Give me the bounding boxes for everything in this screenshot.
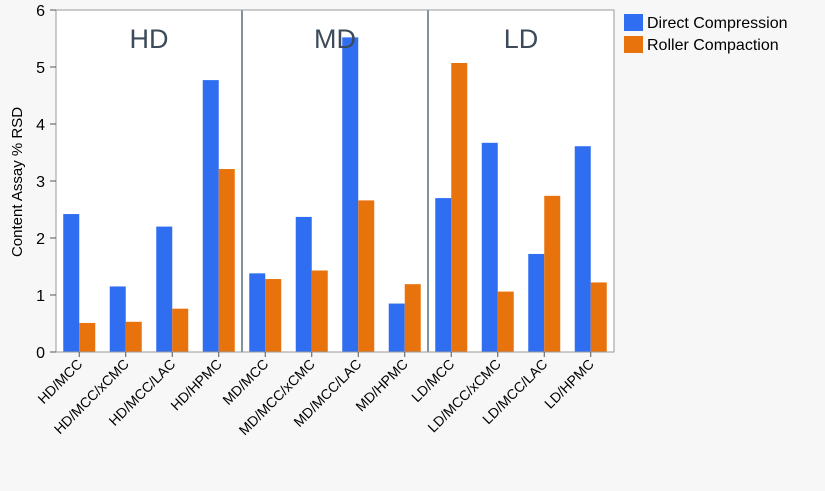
bar-roller-compaction-3 <box>172 308 189 352</box>
bar-roller-compaction-5 <box>265 279 282 352</box>
bar-direct-compression-2 <box>109 286 126 352</box>
bar-direct-compression-8 <box>388 303 405 352</box>
y-tick-label-2: 2 <box>36 231 45 248</box>
x-tick-label-4: HD/HPMC <box>167 356 225 414</box>
bar-direct-compression-4 <box>202 80 219 353</box>
group-label-md: MD <box>314 24 356 54</box>
legend: Direct Compression Roller Compaction <box>624 14 787 54</box>
plot-area: HD MD LD <box>56 10 614 353</box>
y-tick-label-4: 4 <box>36 117 45 134</box>
bar-direct-compression-9 <box>435 198 452 352</box>
group-label-ld: LD <box>504 24 539 54</box>
y-tick-label-5: 5 <box>36 60 45 77</box>
bar-direct-compression-5 <box>249 273 266 352</box>
bar-roller-compaction-9 <box>451 63 468 352</box>
y-tick-label-0: 0 <box>36 345 45 362</box>
bar-direct-compression-12 <box>574 146 591 352</box>
bar-direct-compression-11 <box>528 253 545 352</box>
legend-label-direct-compression: Direct Compression <box>647 15 787 32</box>
bar-roller-compaction-4 <box>218 169 235 352</box>
bar-roller-compaction-11 <box>544 195 561 352</box>
y-tick-label-3: 3 <box>36 174 45 191</box>
bar-roller-compaction-10 <box>497 291 514 352</box>
legend-swatch-direct-compression <box>624 14 643 31</box>
bar-roller-compaction-8 <box>404 284 421 352</box>
x-tick-label-12: LD/HPMC <box>541 356 597 412</box>
bar-direct-compression-7 <box>342 37 359 353</box>
plot-background <box>56 10 614 352</box>
y-axis-label: Content Assay % RSD <box>9 107 26 257</box>
bar-roller-compaction-6 <box>311 270 328 352</box>
bar-roller-compaction-2 <box>125 321 142 352</box>
y-tick-label-1: 1 <box>36 288 45 305</box>
legend-swatch-roller-compaction <box>624 36 643 53</box>
bar-direct-compression-3 <box>156 226 173 352</box>
bar-direct-compression-6 <box>295 216 312 352</box>
bar-roller-compaction-12 <box>590 282 607 352</box>
bar-roller-compaction-7 <box>358 200 375 352</box>
bar-direct-compression-1 <box>63 214 80 352</box>
bar-direct-compression-10 <box>481 142 498 352</box>
bar-roller-compaction-1 <box>79 322 96 352</box>
group-label-hd: HD <box>130 24 169 54</box>
legend-label-roller-compaction: Roller Compaction <box>647 37 779 54</box>
y-tick-label-6: 6 <box>36 3 45 20</box>
